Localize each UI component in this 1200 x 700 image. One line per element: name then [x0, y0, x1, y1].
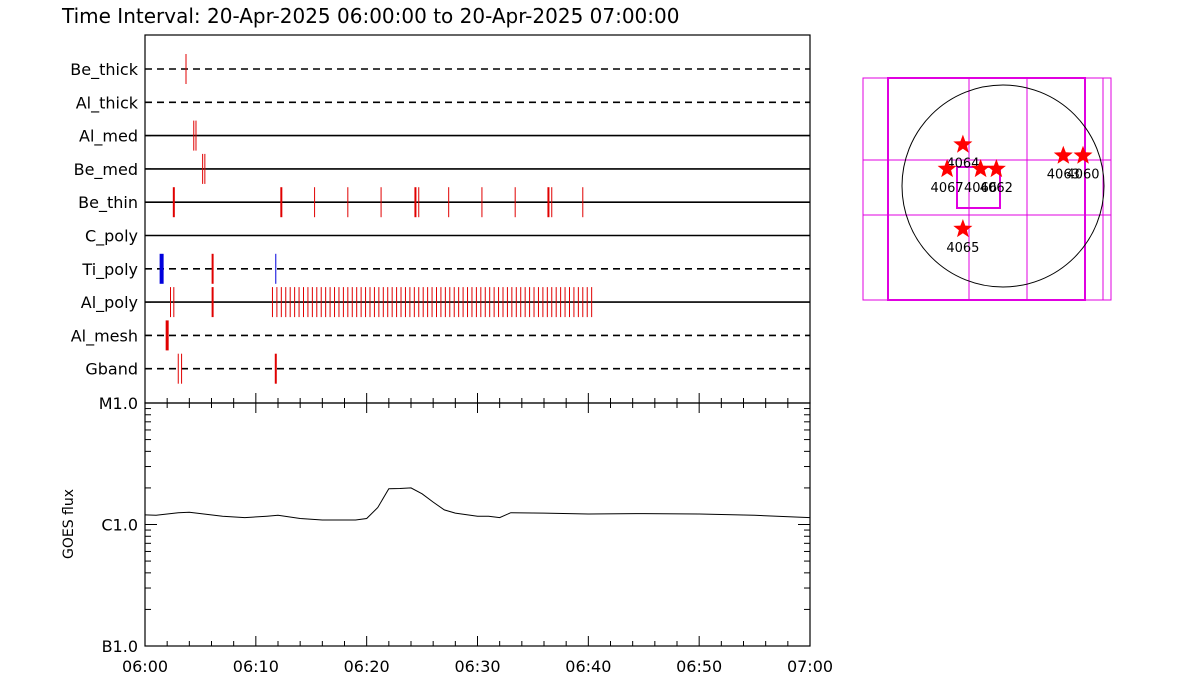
region-star-icon [937, 159, 957, 178]
goes-panel: M1.0 C1.0 B1.006:00 06:10 06:20 06:30 06:40 06:… [61, 393, 833, 676]
region-star-icon [953, 134, 973, 153]
goes-frame [144, 402, 811, 647]
region-star-icon [1053, 145, 1073, 164]
region-label: 4065 [946, 241, 979, 256]
timeline-panel: Be_thick Al_thick Al_med Be_med Be_thin C_pol… [70, 34, 811, 404]
plot-title: Time Interval: 20-Apr-2025 06:00:00 to 2… [61, 4, 679, 28]
timeline-frame [144, 34, 811, 404]
track-label-ti_poly: Ti_poly [81, 260, 138, 280]
track-label-be_thick: Be_thick [70, 60, 138, 80]
region-star-icon [971, 159, 991, 178]
x-tick-label: 06:30 [454, 657, 500, 676]
goes-ticks: M1.0 C1.0 B1.006:00 06:10 06:20 06:30 06:40 06:… [99, 393, 833, 676]
x-tick-label: 06:40 [565, 657, 611, 676]
track-label-be_med: Be_med [74, 160, 138, 180]
track-label-al_mesh: Al_mesh [71, 326, 138, 346]
region-label: 4066 [964, 181, 997, 196]
goes-flux-line [144, 487, 811, 521]
track-label-be_thin: Be_thin [78, 193, 138, 213]
region-star-icon [986, 159, 1006, 178]
solar-disk [901, 84, 1105, 288]
region-label: 4064 [946, 157, 979, 172]
region-star-icon [953, 219, 973, 238]
track-label-al_med: Al_med [79, 127, 138, 147]
goes-ylabel: GOES flux [61, 489, 77, 559]
region-star-icon [1073, 145, 1093, 164]
y-tick-label: B1.0 [102, 637, 138, 656]
region-label: 4067 [931, 181, 964, 196]
x-tick-label: 06:20 [344, 657, 390, 676]
track-label-c_poly: C_poly [85, 227, 138, 247]
track-label-al_poly: Al_poly [81, 293, 138, 313]
region-label: 4063 [1047, 168, 1080, 183]
x-tick-label: 07:00 [787, 657, 833, 676]
x-tick-label: 06:50 [676, 657, 722, 676]
track-label-al_thick: Al_thick [76, 93, 139, 113]
x-tick-label: 06:10 [233, 657, 279, 676]
region-label: 4062 [980, 181, 1013, 196]
y-tick-label: M1.0 [99, 394, 138, 413]
y-tick-label: C1.0 [101, 516, 138, 535]
timeline-tracks: Be_thick Al_thick Al_med Be_med Be_thin C_pol… [70, 54, 810, 384]
region-label: 4060 [1066, 168, 1099, 183]
x-tick-label: 06:00 [122, 657, 168, 676]
map-fov-box [887, 77, 1086, 301]
track-label-gband: Gband [85, 360, 138, 379]
